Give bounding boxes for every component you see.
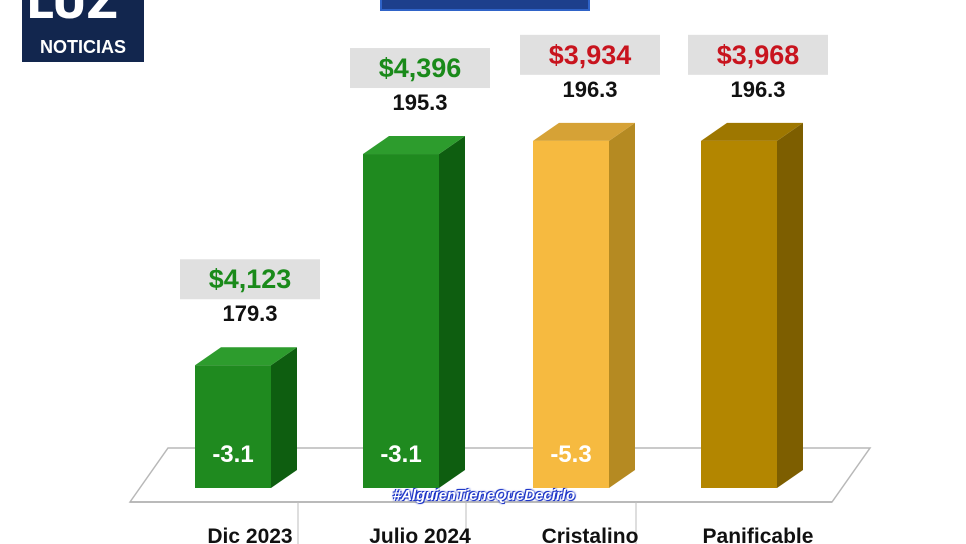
bar-group: 196.3 $3,968 Panificable [688, 34, 828, 544]
bar-side [271, 347, 297, 488]
category-label: Julio 2024 [369, 525, 471, 544]
bar-group: -3.1 179.3 $4,123 Dic 2023 [180, 259, 320, 544]
bar [195, 365, 271, 488]
luz-noticias-logo: LUZ NOTICIAS [22, 0, 144, 62]
hashtag: #AlguienTieneQueDecirlo [392, 487, 576, 504]
bar-side [439, 136, 465, 489]
logo-sub: NOTICIAS [39, 37, 126, 57]
bar-value-label: 195.3 [392, 90, 447, 115]
bar [363, 154, 439, 489]
price-box [688, 34, 828, 75]
bar-inner-label: -3.1 [380, 441, 421, 468]
bar-side [609, 122, 635, 488]
bar-inner-label: -5.3 [550, 441, 591, 468]
bar-top [195, 347, 297, 366]
bar-value-label: 196.3 [730, 77, 785, 102]
category-label: Dic 2023 [207, 525, 292, 544]
title-banner [380, 0, 590, 11]
bar-group: -3.1 195.3 $4,396 Julio 2024 [350, 48, 490, 544]
logo-mark: LUZ [26, 0, 118, 29]
bar [533, 140, 609, 488]
bar-top [363, 136, 465, 155]
price-box [520, 34, 660, 75]
category-label: Cristalino [542, 525, 639, 544]
bar-value-label: 179.3 [222, 301, 277, 326]
price-label: $4,396 [379, 53, 462, 83]
bar-side [777, 122, 803, 488]
price-box [180, 259, 320, 300]
bar-group: -5.3 196.3 $3,934 Cristalino [520, 34, 660, 544]
bar [701, 140, 777, 488]
price-label: $4,123 [209, 264, 292, 294]
bar-value-label: 196.3 [562, 77, 617, 102]
price-label: $3,934 [549, 40, 632, 70]
bar-inner-label: -3.1 [212, 441, 253, 468]
price-label: $3,968 [717, 40, 800, 70]
category-label: Panificable [703, 525, 814, 544]
price-box [350, 48, 490, 89]
bar-top [533, 122, 635, 141]
bar-top [701, 122, 803, 141]
